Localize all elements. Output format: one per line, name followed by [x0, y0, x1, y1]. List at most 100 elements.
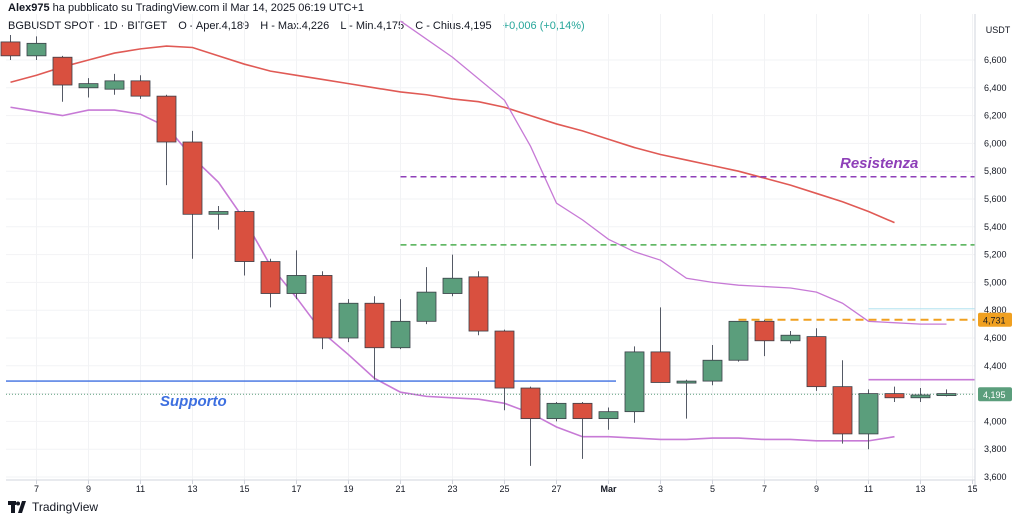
time-tick-label: 15: [239, 484, 249, 494]
moving-average-purple-upper: [400, 20, 947, 325]
candle-body: [104, 80, 125, 90]
candle-body: [442, 277, 463, 294]
candle-up: [858, 389, 879, 450]
candle-body: [338, 302, 359, 339]
candle-body: [156, 95, 177, 143]
candle-body: [494, 330, 515, 389]
symbol-label[interactable]: BGBUSDT SPOT · 1D · BITGET: [8, 20, 168, 32]
tradingview-logo-icon: [8, 501, 26, 513]
moving-average-red: [10, 45, 895, 224]
tradingview-brand: TradingView: [32, 500, 99, 514]
candle-up: [286, 250, 307, 300]
close-value: C - Chius.4,195: [415, 20, 492, 32]
candle-up: [26, 36, 47, 60]
chart-grid: [6, 14, 975, 480]
candle-down: [260, 258, 281, 308]
candle-body: [312, 275, 333, 339]
candle-body: [572, 402, 593, 420]
candle-body: [624, 351, 645, 413]
candle-up: [780, 331, 801, 344]
change-value: +0,006 (+0,14%): [502, 20, 585, 32]
candle-down: [182, 130, 203, 259]
price-tick-label: 4,800: [984, 305, 1007, 315]
candle-down: [806, 328, 827, 391]
candle-down: [52, 55, 73, 102]
candle-down: [312, 271, 333, 350]
time-tick-label: 27: [551, 484, 561, 494]
candles: [0, 34, 957, 466]
time-tick-label: 11: [864, 484, 873, 494]
candle-down: [494, 329, 515, 411]
orange-price-tag: 4,731: [983, 315, 1006, 325]
price-tick-label: 6,000: [984, 138, 1007, 148]
time-tick-label: 7: [34, 484, 39, 494]
candle-body: [546, 402, 567, 420]
ohlc-legend: BGBUSDT SPOT · 1D · BITGET O - Aper.4,18…: [8, 20, 593, 32]
time-tick-label: 17: [291, 484, 301, 494]
candle-down: [832, 360, 853, 444]
time-tick-label: 21: [395, 484, 405, 494]
candle-down: [156, 94, 177, 186]
candle-up: [676, 379, 697, 419]
price-tick-label: 4,000: [984, 416, 1007, 426]
candle-body: [0, 41, 21, 57]
candle-down: [364, 296, 385, 380]
time-tick-label: 9: [86, 484, 91, 494]
candle-body: [702, 359, 723, 382]
candle-up: [546, 401, 567, 422]
candle-up: [598, 407, 619, 430]
candle-body: [26, 42, 47, 57]
time-tick-label: 13: [915, 484, 925, 494]
last-price-tag-bg: [978, 387, 1012, 402]
low-value: L - Min.4,175: [340, 20, 405, 32]
candle-body: [910, 394, 931, 399]
candle-body: [858, 393, 879, 435]
candle-body: [390, 320, 411, 349]
candle-down: [572, 401, 593, 459]
candle-up: [728, 320, 749, 362]
candle-up: [390, 299, 411, 350]
candle-down: [520, 386, 541, 466]
candle-body: [234, 211, 255, 262]
chart-labels: Supporto Resistenza 4,731 4,195: [160, 155, 1012, 410]
price-tick-label: 4,600: [984, 333, 1007, 343]
candle-body: [650, 351, 671, 383]
candle-body: [780, 334, 801, 342]
candle-body: [208, 211, 229, 215]
publisher-header: Alex975 ha pubblicato su TradingView.com…: [8, 2, 364, 14]
candle-body: [676, 380, 697, 384]
candle-body: [52, 56, 73, 86]
candle-down: [468, 271, 489, 336]
orange-price-tag-bg: [978, 312, 1012, 327]
time-tick-label: 23: [447, 484, 457, 494]
time-tick-label: 13: [187, 484, 197, 494]
time-tick-label: 9: [814, 484, 819, 494]
candle-down: [234, 210, 255, 276]
candle-body: [286, 275, 307, 294]
candle-body: [260, 261, 281, 294]
candle-up: [104, 73, 125, 95]
last-price-tag: 4,195: [983, 390, 1006, 400]
price-tick-label: 5,800: [984, 166, 1007, 176]
price-tick-label: 3,800: [984, 444, 1007, 454]
tradingview-footer[interactable]: TradingView: [8, 500, 98, 514]
resistance-label: Resistenza: [840, 155, 918, 172]
candle-up: [936, 389, 957, 397]
candle-up: [702, 344, 723, 386]
candle-down: [130, 75, 151, 99]
candle-down: [0, 34, 21, 60]
candle-up: [624, 346, 645, 423]
time-tick-label: Mar: [600, 484, 617, 494]
publisher-name[interactable]: Alex975: [8, 2, 50, 14]
candle-body: [884, 393, 905, 399]
candle-body: [182, 141, 203, 215]
candle-down: [650, 307, 671, 383]
time-tick-label: 7: [762, 484, 767, 494]
support-label: Supporto: [160, 393, 227, 410]
high-value: H - Max.4,226: [260, 20, 330, 32]
candle-up: [910, 388, 931, 402]
price-tick-label: 6,600: [984, 55, 1007, 65]
price-tick-label: 5,000: [984, 277, 1007, 287]
candle-body: [416, 291, 437, 322]
